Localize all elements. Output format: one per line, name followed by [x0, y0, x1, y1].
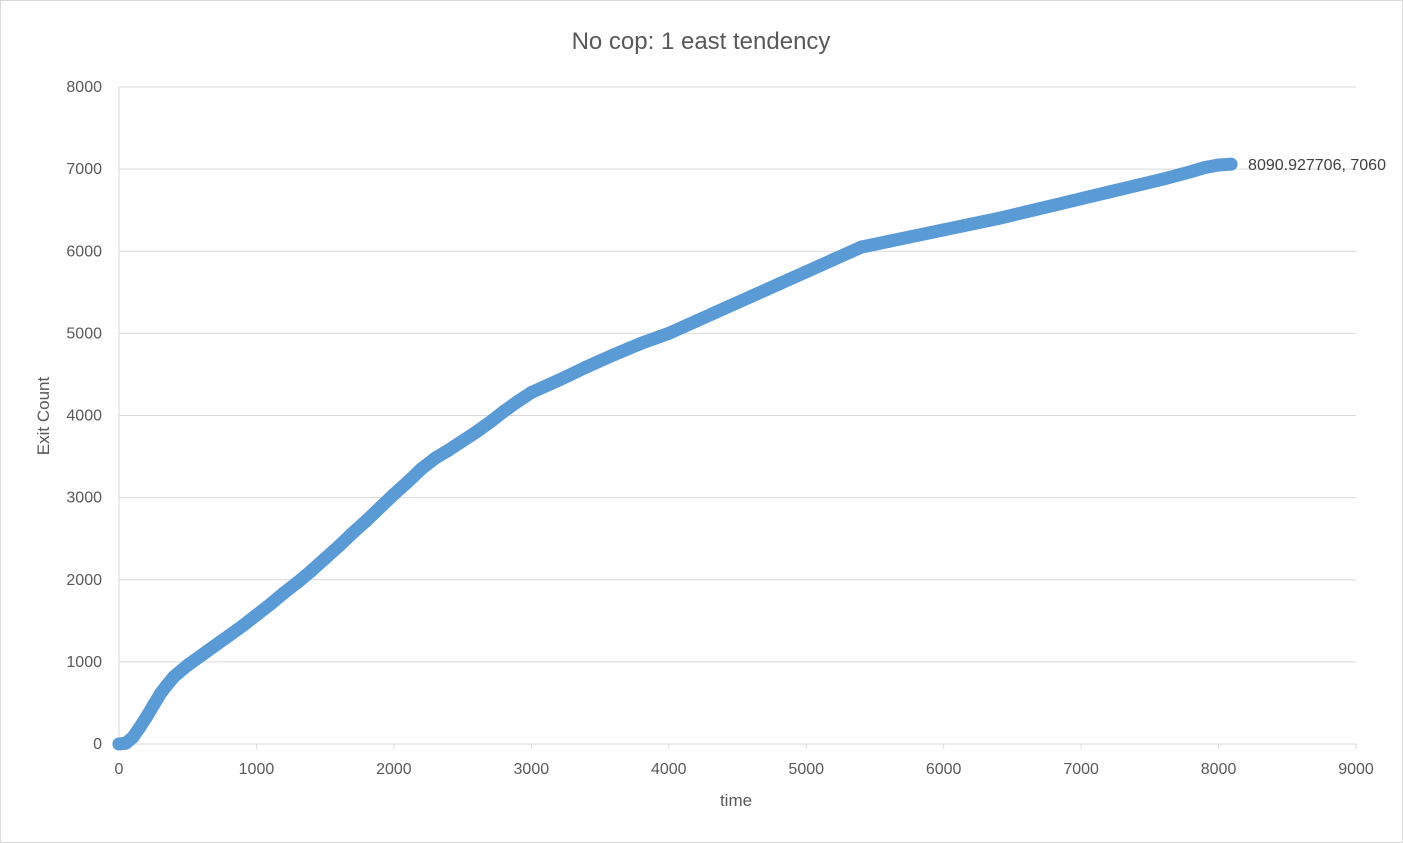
x-tick-label: 1000	[239, 761, 275, 778]
data-point	[1019, 205, 1033, 219]
y-tick-label: 2000	[66, 572, 102, 589]
x-tick-label: 4000	[651, 761, 687, 778]
data-point	[799, 265, 813, 279]
data-point	[1224, 157, 1238, 171]
data-point	[579, 360, 593, 374]
x-tick-label: 3000	[514, 761, 550, 778]
data-point	[854, 240, 868, 254]
data-point	[387, 487, 401, 501]
data-point	[291, 575, 305, 589]
x-axis-label: time	[720, 791, 752, 810]
data-point	[167, 670, 181, 684]
gridlines	[119, 86, 1356, 663]
y-tick-label: 4000	[66, 408, 102, 425]
data-point	[139, 710, 153, 724]
data-point	[469, 425, 483, 439]
x-tick-label: 0	[115, 761, 124, 778]
data-point	[882, 234, 896, 248]
x-tick-label: 9000	[1338, 761, 1374, 778]
data-point	[133, 721, 147, 735]
data-point	[524, 386, 538, 399]
axes	[118, 87, 1356, 745]
x-tick-label: 6000	[926, 761, 962, 778]
data-point	[744, 289, 758, 303]
data-point	[414, 462, 428, 476]
y-tick-label: 0	[93, 736, 102, 753]
data-point	[483, 415, 497, 429]
data-point	[359, 514, 373, 528]
data-point	[1184, 165, 1198, 179]
chart-title: No cop: 1 east tendency	[572, 28, 831, 55]
data-point	[909, 229, 923, 243]
y-axis-label: Exit Count	[34, 377, 53, 456]
data-point	[153, 687, 167, 701]
data-point	[1157, 172, 1171, 186]
data-point	[1198, 160, 1212, 174]
y-tick-label: 5000	[66, 325, 102, 342]
x-tick-label: 8000	[1201, 761, 1237, 778]
x-tick-label: 2000	[376, 761, 412, 778]
y-tick-label: 3000	[66, 490, 102, 507]
annotations: 8090.927706, 7060	[1248, 157, 1386, 174]
data-point	[146, 698, 160, 712]
data-point	[717, 302, 731, 316]
data-point	[497, 404, 511, 418]
data-point	[662, 326, 676, 340]
data-point	[442, 443, 456, 457]
x-tick-label: 5000	[788, 761, 824, 778]
data-point	[373, 500, 387, 514]
data-point	[126, 730, 140, 744]
data-point	[772, 277, 786, 291]
data-point	[428, 451, 442, 465]
data-point	[1074, 192, 1088, 206]
data-point	[1129, 179, 1143, 193]
data-point	[689, 314, 703, 328]
data-point	[964, 217, 978, 231]
y-tick-label: 1000	[66, 654, 102, 671]
data-point	[194, 648, 208, 662]
data-point	[332, 539, 346, 553]
data-point	[222, 629, 236, 643]
data-point	[1102, 185, 1116, 199]
data-point	[346, 526, 360, 540]
data-point	[1212, 158, 1226, 172]
data-point	[304, 564, 318, 578]
data-point	[277, 586, 291, 600]
data-points	[112, 157, 1238, 751]
data-point	[634, 336, 648, 350]
data-point	[401, 475, 415, 489]
data-label: 8090.927706, 7060	[1248, 157, 1386, 174]
data-point	[552, 373, 566, 387]
data-point	[607, 348, 621, 362]
data-point	[181, 658, 195, 672]
y-tick-labels: 0 1000 2000 3000 4000 5000 6000 7000 8000	[66, 79, 102, 753]
data-point	[1047, 198, 1061, 212]
y-tick-label: 6000	[66, 243, 102, 260]
x-tick-label: 7000	[1063, 761, 1099, 778]
data-point	[249, 608, 263, 622]
data-point	[937, 223, 951, 237]
x-tick-labels: 0 1000 2000 3000 4000 5000 6000 7000 8000 9000	[115, 744, 1374, 778]
data-point	[318, 551, 332, 565]
data-point	[827, 252, 841, 266]
data-point	[263, 597, 277, 611]
y-tick-label: 8000	[66, 79, 102, 96]
data-point	[511, 395, 525, 409]
y-tick-label: 7000	[66, 161, 102, 178]
data-point	[236, 619, 250, 633]
data-point	[992, 211, 1006, 225]
data-point	[208, 638, 222, 652]
data-point	[456, 434, 470, 448]
